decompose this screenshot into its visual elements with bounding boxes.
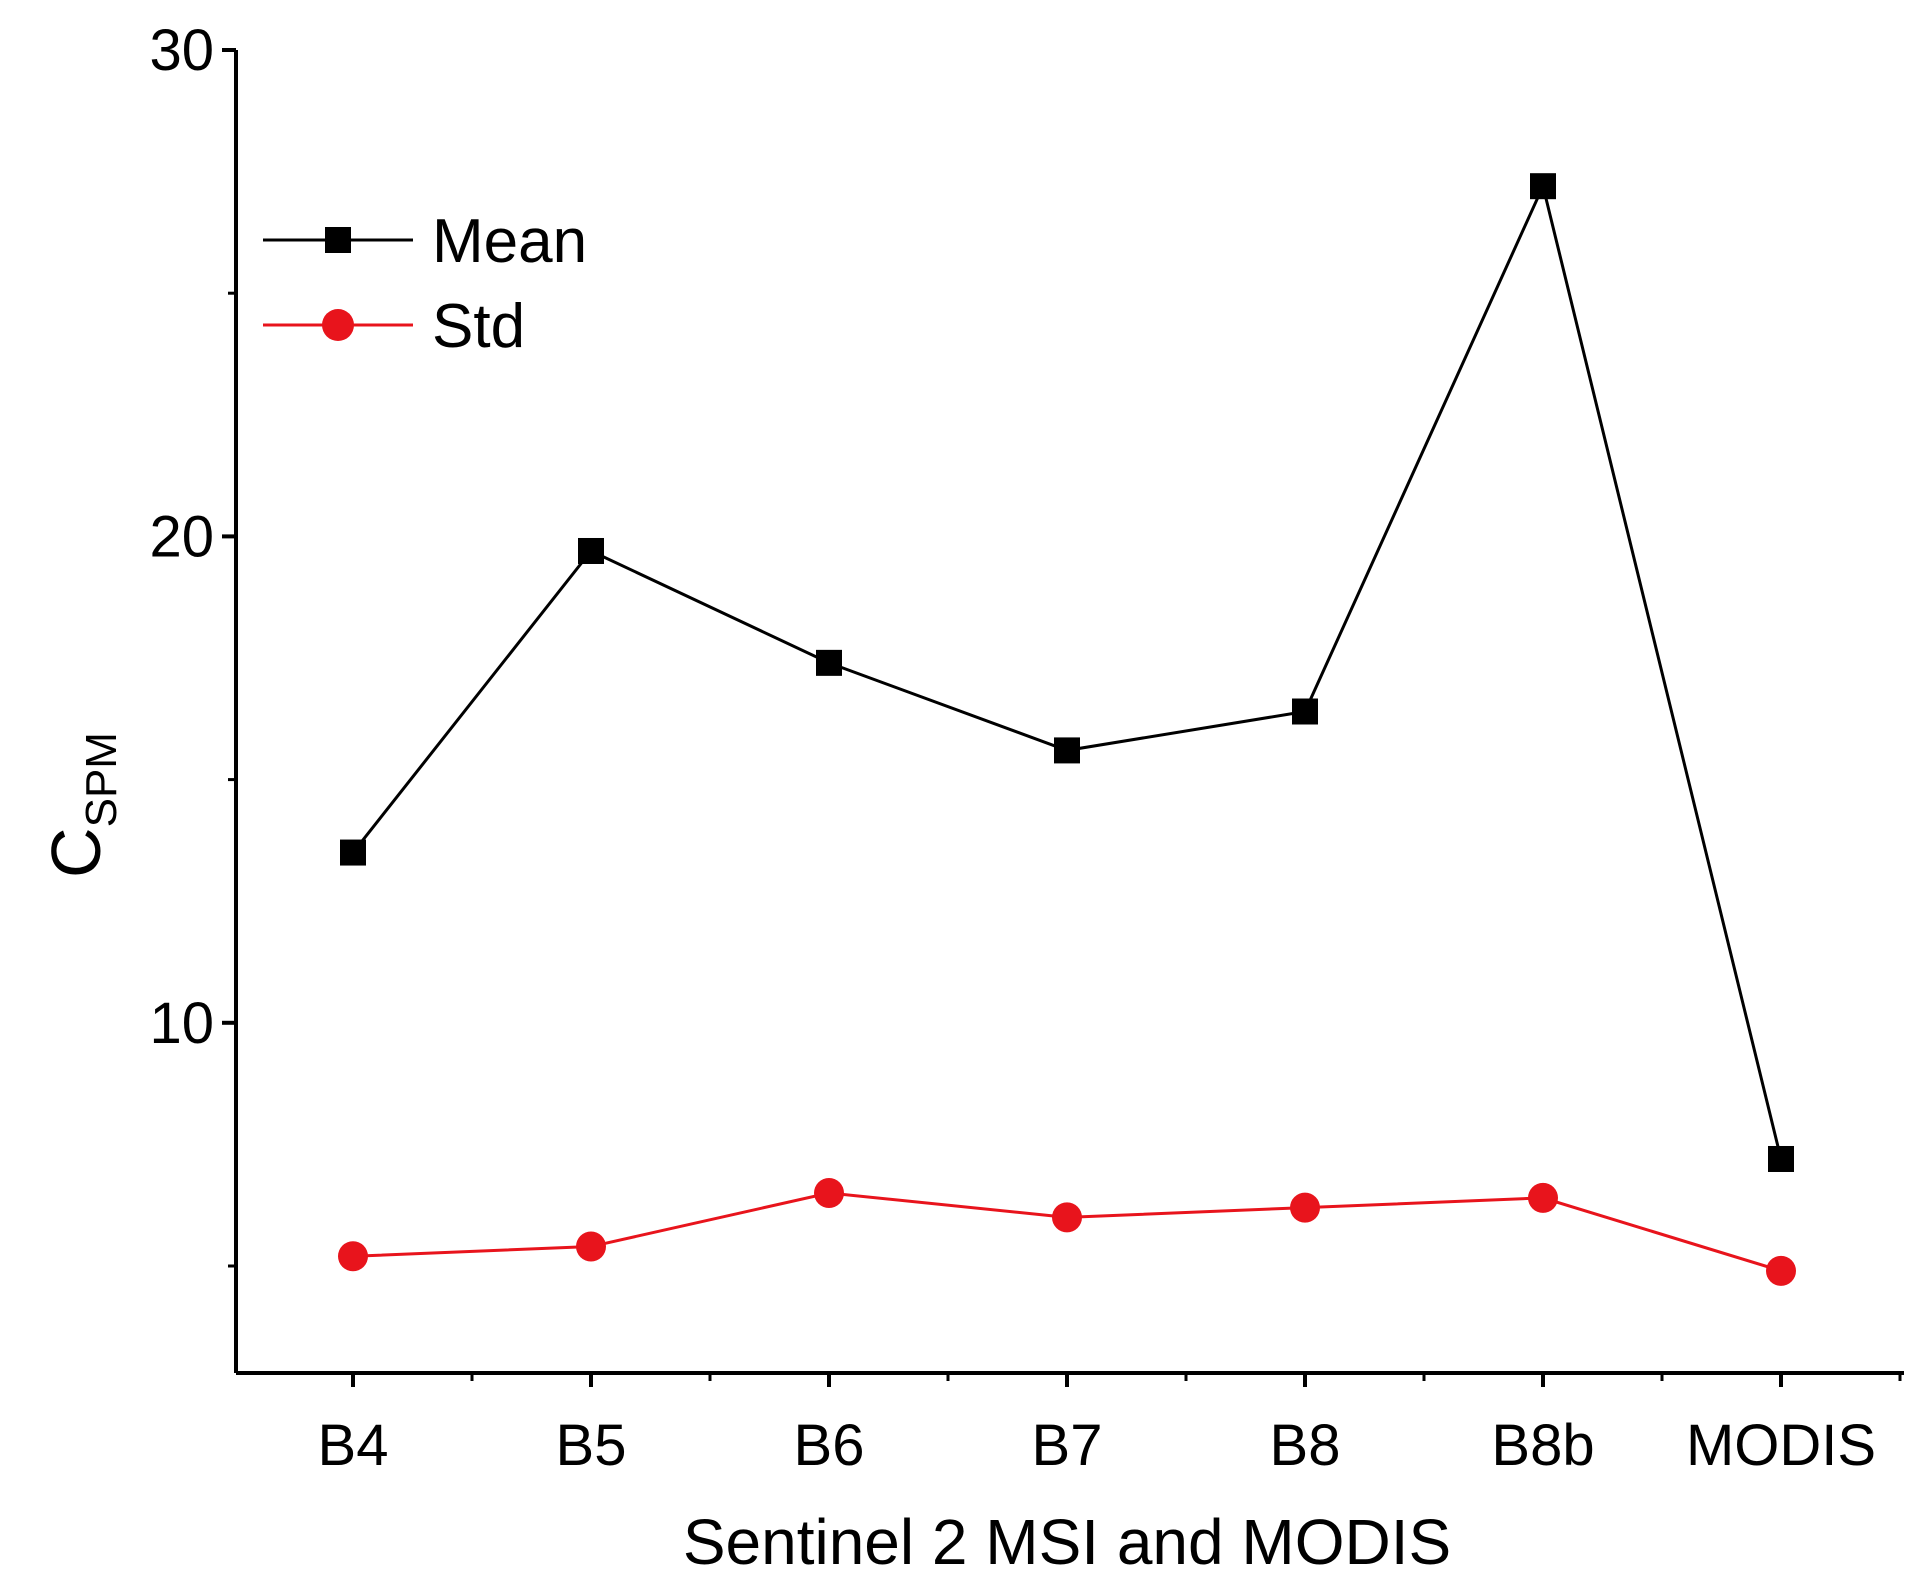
y-ticks: 10 20 30 [149,18,236,1268]
y-axis-title-main: C [37,827,115,878]
data-point-mean [816,649,842,676]
data-point-std [1528,1182,1558,1213]
legend: Mean Std [263,207,587,361]
data-point-std [1290,1192,1320,1223]
data-point-std [338,1241,368,1272]
svg-text:CSPM: CSPM [37,732,126,878]
data-point-mean [1530,173,1556,200]
x-tick-label: B5 [556,1413,627,1478]
legend-label-std: Std [432,292,525,361]
data-point-mean [340,839,366,866]
x-tick-label: MODIS [1686,1413,1876,1478]
x-tick-label: B7 [1032,1413,1103,1478]
y-axis-title: CSPM [37,732,126,878]
data-point-std [814,1178,844,1209]
legend-label-mean: Mean [432,207,587,276]
legend-marker-std [322,309,354,341]
x-tick-label: B4 [318,1413,389,1478]
x-axis-title: Sentinel 2 MSI and MODIS [683,1506,1451,1578]
axes [234,50,1904,1375]
y-axis-title-subscript: SPM [77,732,126,827]
data-point-std [1052,1202,1082,1233]
y-tick-label: 10 [149,991,214,1056]
data-point-mean [1054,737,1080,764]
x-tick-label: B8 [1270,1413,1341,1478]
y-tick-label: 30 [149,18,214,83]
series-layer [338,173,1796,1286]
x-tick-label: B8b [1491,1413,1594,1478]
x-ticks: B4 B5 B6 B7 B8 B8b MODIS [318,1373,1902,1478]
y-tick-label: 20 [149,504,214,569]
data-point-mean [578,537,604,564]
legend-marker-mean [325,227,351,253]
data-point-std [1766,1255,1796,1286]
data-point-std [576,1231,606,1262]
data-point-mean [1292,698,1318,725]
x-tick-label: B6 [794,1413,865,1478]
series-line-mean [351,181,1783,1160]
data-point-mean [1768,1145,1794,1172]
